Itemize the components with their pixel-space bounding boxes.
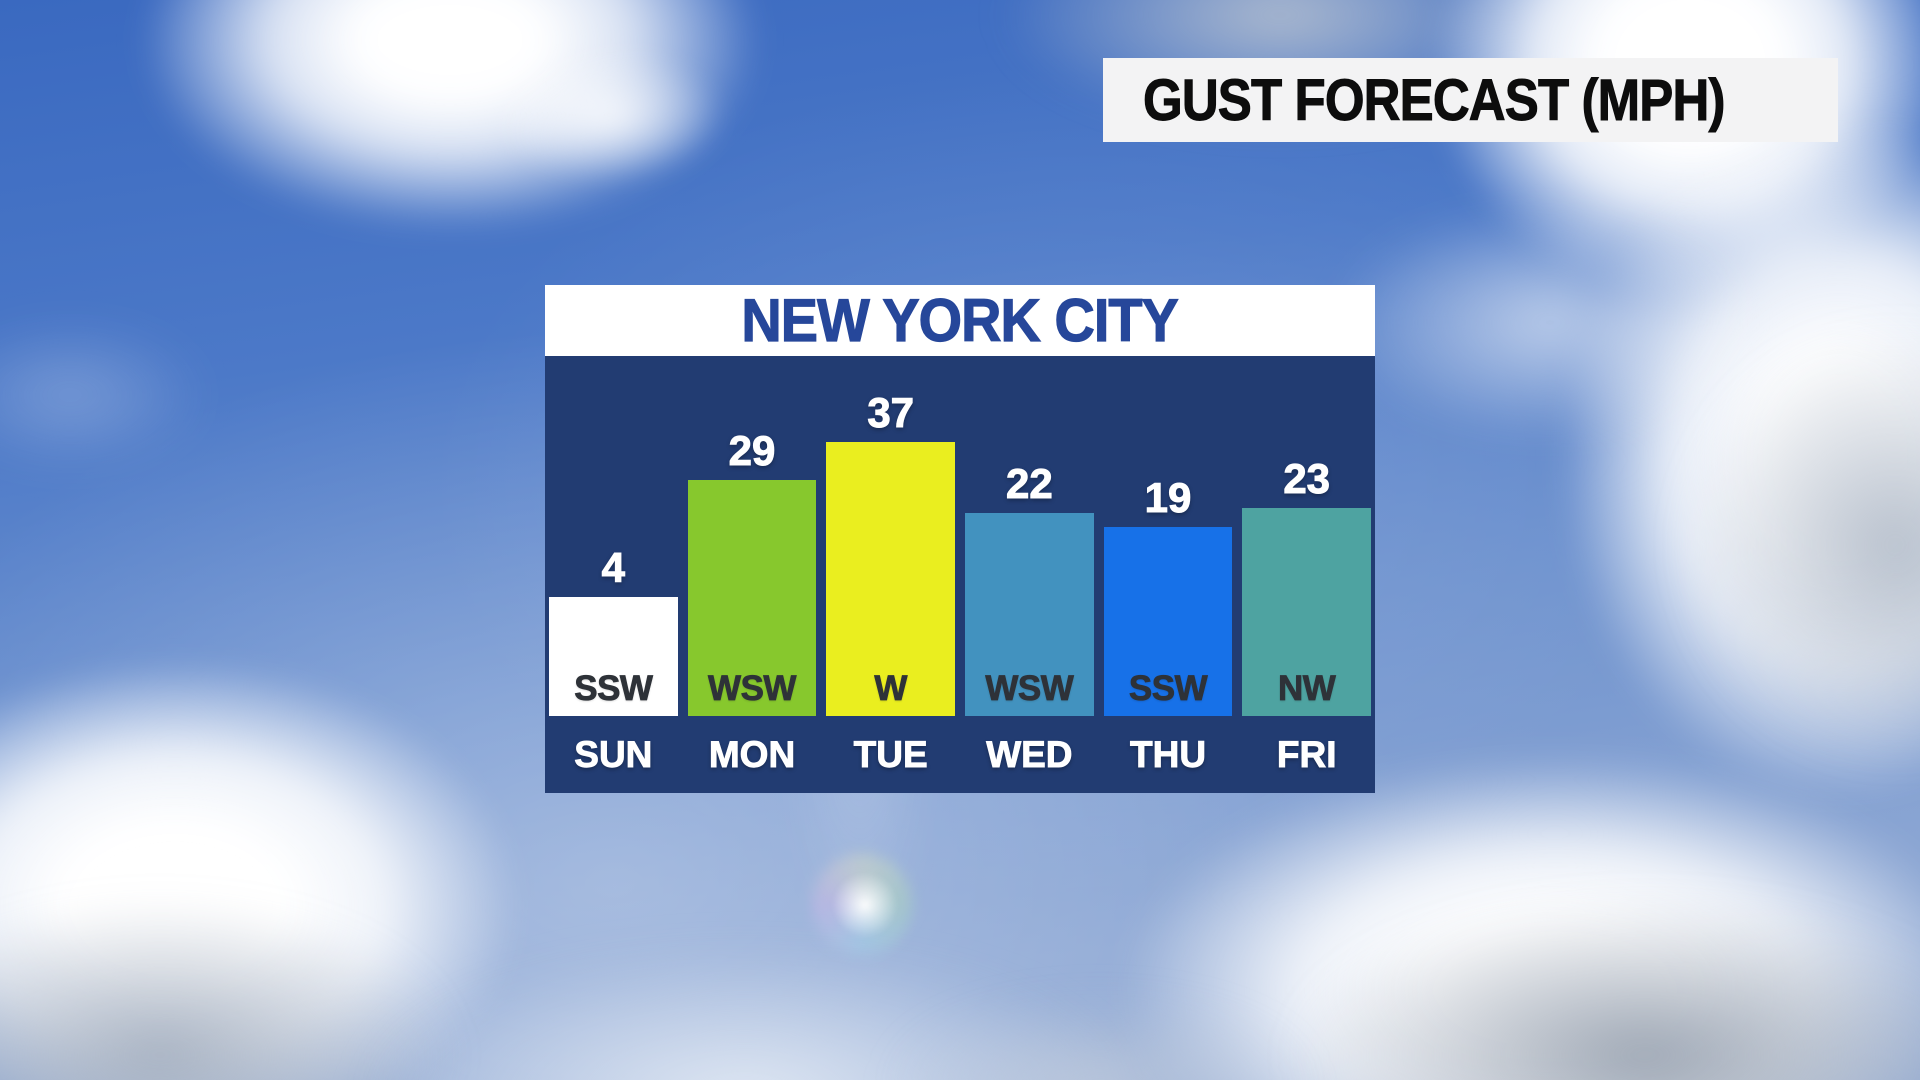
gust-forecast-banner: GUST FORECAST (MPH) <box>1103 58 1838 142</box>
gust-value-tue: 37 <box>867 389 915 436</box>
cloud-left-wisp <box>0 320 210 470</box>
cloud-top-right <box>1430 0 1920 300</box>
bar-column-sun: 4 SSW <box>549 544 678 716</box>
gust-value-sun: 4 <box>601 544 626 591</box>
panel-header: NEW YORK CITY <box>545 285 1375 356</box>
gust-bar-sun: SSW <box>549 597 678 716</box>
wind-direction-wed: WSW <box>985 669 1074 708</box>
lens-flare-icon <box>832 872 898 938</box>
bar-column-wed: 22 WSW <box>965 460 1094 716</box>
bar-column-thu: 19 SSW <box>1103 474 1233 716</box>
wind-direction-tue: W <box>874 669 908 708</box>
bar-column-tue: 37 W <box>826 389 956 716</box>
gust-value-mon: 29 <box>728 427 776 474</box>
forecast-panel: NEW YORK CITY 4 SSW 29 WSW 37 W 22 WSW 19 SSW 23 NW… <box>545 285 1375 793</box>
bar-column-mon: 29 WSW <box>687 427 817 716</box>
gust-bar-chart: 4 SSW 29 WSW 37 W 22 WSW 19 SSW 23 NW SUN MON TUE WED T… <box>545 356 1375 793</box>
banner-title: GUST FORECAST (MPH) <box>1143 67 1726 133</box>
cloud-bottom-right-shadow <box>1290 900 1920 1080</box>
day-label-mon: MON <box>708 733 796 775</box>
cloud-right-mass <box>1560 120 1920 800</box>
gust-value-thu: 19 <box>1144 474 1192 521</box>
gust-value-wed: 22 <box>1005 460 1053 507</box>
day-axis: SUN MON TUE WED THU FRI <box>549 716 1371 793</box>
day-label-thu: THU <box>1130 733 1207 775</box>
cloud-bottom-middle <box>890 1000 1310 1080</box>
gust-bar-mon: WSW <box>687 480 817 716</box>
cloud-right-arm <box>1330 205 1770 440</box>
gust-bar-tue: W <box>826 442 956 716</box>
cloud-top-left <box>140 0 760 230</box>
day-label-fri: FRI <box>1276 733 1337 775</box>
wind-direction-sun: SSW <box>574 669 654 708</box>
gust-value-fri: 23 <box>1283 455 1331 502</box>
city-title: NEW YORK CITY <box>741 286 1179 354</box>
wind-direction-thu: SSW <box>1128 669 1209 708</box>
cloud-bottom-right <box>1120 755 1920 1080</box>
cloud-top-left-puff <box>495 50 725 180</box>
gust-bar-wed: WSW <box>965 513 1094 716</box>
cloud-right-shadow <box>1680 330 1920 760</box>
cloud-bottom-left-shadow <box>0 900 460 1080</box>
day-label-tue: TUE <box>853 733 928 775</box>
day-label-sun: SUN <box>574 733 653 775</box>
day-label-wed: WED <box>986 733 1073 775</box>
lens-flare-ring <box>812 854 912 954</box>
cloud-bottom-band <box>360 950 1130 1080</box>
wind-direction-mon: WSW <box>708 669 797 708</box>
wind-direction-fri: NW <box>1278 669 1337 708</box>
bars-row: 4 SSW 29 WSW 37 W 22 WSW 19 SSW 23 NW <box>549 356 1372 716</box>
gust-bar-thu: SSW <box>1103 527 1233 716</box>
cloud-bottom-left <box>0 660 520 1080</box>
gust-bar-fri: NW <box>1242 508 1372 716</box>
bar-column-fri: 23 NW <box>1242 455 1372 716</box>
